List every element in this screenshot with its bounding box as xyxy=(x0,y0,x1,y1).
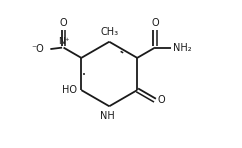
Text: O: O xyxy=(157,95,165,105)
Text: NH₂: NH₂ xyxy=(173,43,191,53)
Text: N⁺: N⁺ xyxy=(58,37,69,46)
Text: NH: NH xyxy=(100,111,115,121)
Text: CH₃: CH₃ xyxy=(100,27,118,37)
Text: O: O xyxy=(60,18,67,28)
Text: ⁻O: ⁻O xyxy=(32,44,45,54)
Text: HO: HO xyxy=(62,85,77,95)
Text: O: O xyxy=(151,18,159,28)
